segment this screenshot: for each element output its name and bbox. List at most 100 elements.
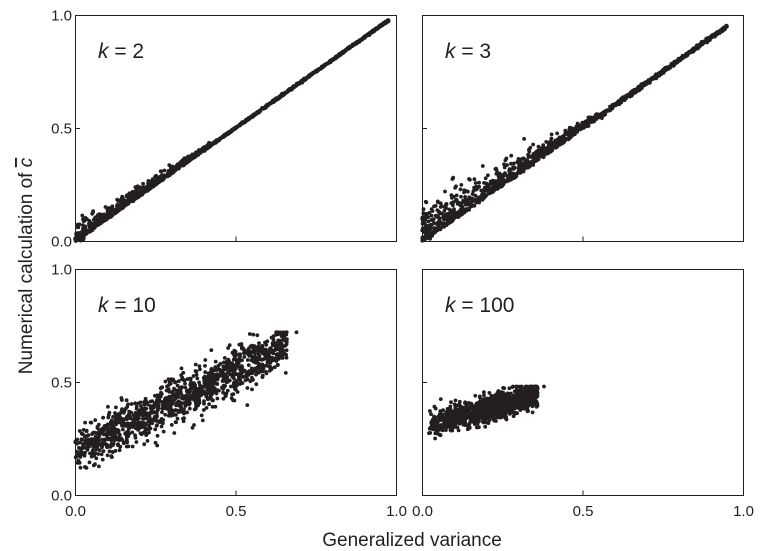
data-point <box>651 76 655 81</box>
data-point <box>252 366 257 371</box>
data-point <box>138 192 143 197</box>
data-point <box>242 368 247 373</box>
data-point <box>229 384 233 389</box>
data-point <box>322 63 327 68</box>
data-point <box>294 330 299 335</box>
data-point <box>198 150 203 155</box>
data-point <box>222 356 227 360</box>
data-point <box>92 453 96 458</box>
data-point <box>458 187 463 192</box>
data-point <box>424 200 429 205</box>
data-point <box>173 420 178 424</box>
data-point <box>453 424 458 429</box>
panel-label: k = 10 <box>98 294 156 317</box>
data-point <box>222 360 226 365</box>
data-point <box>475 198 480 203</box>
data-point <box>473 393 478 398</box>
data-point <box>505 173 509 178</box>
data-point <box>470 196 475 201</box>
data-point <box>213 404 218 409</box>
data-point <box>211 380 215 385</box>
data-point <box>155 433 160 438</box>
data-point <box>152 410 157 415</box>
data-point <box>544 140 549 144</box>
data-point <box>551 143 555 148</box>
data-point <box>250 357 255 361</box>
data-point <box>199 413 204 418</box>
data-point <box>491 183 496 188</box>
data-point <box>280 356 285 360</box>
data-point <box>432 204 436 209</box>
data-point <box>232 348 237 353</box>
data-point <box>95 445 100 449</box>
data-point <box>109 454 114 459</box>
data-point <box>152 417 157 422</box>
data-point <box>80 213 85 218</box>
data-point <box>536 152 541 156</box>
data-point <box>263 340 267 345</box>
data-point <box>227 365 232 369</box>
x-tick-label: 1.0 <box>733 503 754 520</box>
data-point <box>204 406 209 410</box>
data-point <box>280 93 285 98</box>
data-point <box>466 207 471 211</box>
data-point <box>242 355 247 359</box>
data-point <box>449 201 454 206</box>
data-point <box>168 168 173 173</box>
data-point <box>107 449 112 454</box>
data-point <box>426 215 431 220</box>
data-point <box>143 426 148 430</box>
data-point <box>567 125 572 130</box>
data-point <box>437 219 442 224</box>
data-point <box>102 218 106 223</box>
data-point <box>530 160 534 165</box>
data-point <box>174 413 178 417</box>
data-point <box>514 174 519 179</box>
data-point <box>179 404 184 409</box>
data-point <box>450 196 454 200</box>
data-point <box>575 121 580 126</box>
data-point <box>444 212 449 217</box>
data-point <box>691 48 696 53</box>
data-points <box>427 384 546 441</box>
data-point <box>213 359 218 364</box>
data-point <box>193 362 198 367</box>
data-point <box>162 168 167 173</box>
data-point <box>549 136 554 141</box>
data-point <box>278 339 283 344</box>
data-point <box>277 94 282 99</box>
data-point <box>590 119 595 124</box>
data-point <box>640 82 645 87</box>
data-point <box>92 225 96 230</box>
data-point <box>435 199 440 204</box>
data-point <box>463 195 467 199</box>
data-point <box>483 193 488 198</box>
data-point <box>191 374 196 378</box>
data-point <box>129 410 134 415</box>
panel-label-value: = 10 <box>109 294 156 317</box>
data-point <box>516 157 521 161</box>
data-point <box>449 400 453 405</box>
data-point <box>350 44 354 48</box>
data-point <box>265 360 270 365</box>
data-point <box>246 351 251 356</box>
data-point <box>627 92 632 97</box>
data-point <box>437 211 442 216</box>
data-point <box>153 174 158 179</box>
data-point <box>77 429 82 433</box>
data-point <box>76 235 81 240</box>
data-point <box>237 123 242 128</box>
data-point <box>268 346 273 350</box>
data-point <box>134 416 139 421</box>
data-point <box>111 420 116 425</box>
data-point <box>172 431 177 435</box>
data-point <box>97 213 102 218</box>
data-point <box>169 409 173 413</box>
data-point <box>210 385 215 389</box>
data-point <box>153 183 158 187</box>
data-point <box>97 464 101 469</box>
data-point <box>203 364 207 368</box>
data-point <box>385 19 390 24</box>
data-point <box>261 106 265 111</box>
data-point <box>237 373 241 377</box>
